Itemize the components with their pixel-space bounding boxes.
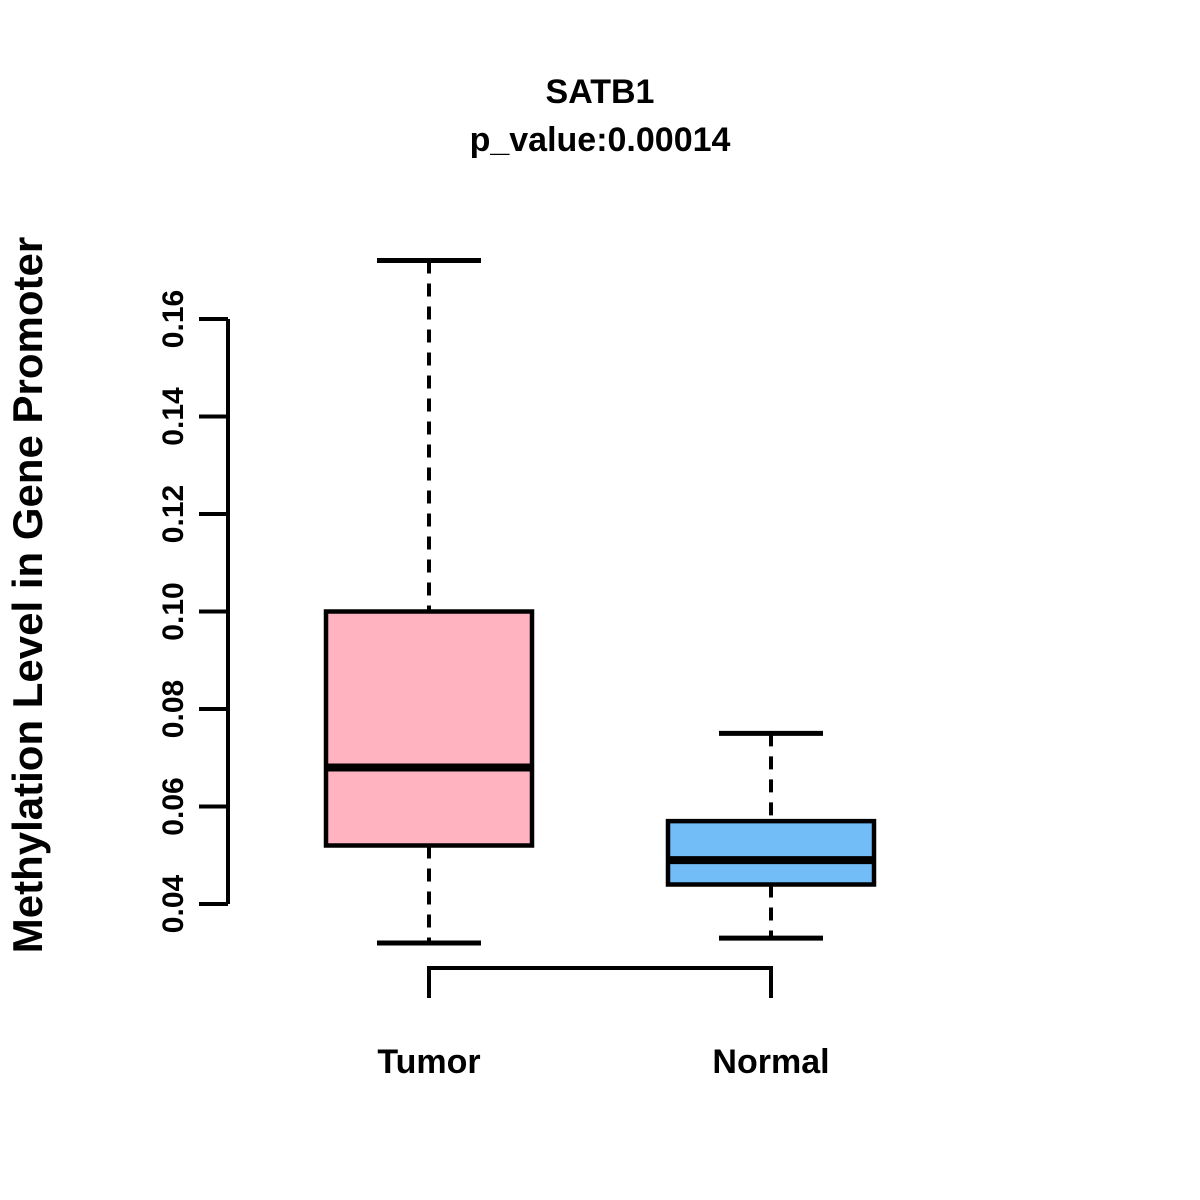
chart-subtitle-pvalue: p_value:0.00014 xyxy=(470,121,731,159)
box-normal xyxy=(665,730,877,941)
iqr-box xyxy=(665,818,877,887)
category-label-normal: Normal xyxy=(712,1043,829,1081)
category-label-tumor: Tumor xyxy=(377,1043,480,1081)
y-tick-label: 0.04 xyxy=(157,874,190,933)
labels-layer: Tumor Normal xyxy=(377,1043,829,1081)
y-tick-label: 0.12 xyxy=(157,485,190,543)
y-tick-label: 0.14 xyxy=(157,387,190,446)
iqr-box xyxy=(323,609,535,848)
axes-layer: 0.04 0.06 0.08 0.10 0.12 0.14 0.16 xyxy=(157,290,773,998)
y-axis-label: Methylation Level in Gene Promoter xyxy=(4,237,51,953)
y-tick-label: 0.06 xyxy=(157,777,190,835)
chart-title: SATB1 xyxy=(546,73,655,111)
box-tumor xyxy=(323,258,535,946)
y-tick-label: 0.08 xyxy=(157,680,190,738)
y-tick-label: 0.10 xyxy=(157,582,190,640)
y-tick-label: 0.16 xyxy=(157,290,190,348)
x-axis-bracket xyxy=(427,966,773,998)
boxes-layer xyxy=(323,258,877,946)
